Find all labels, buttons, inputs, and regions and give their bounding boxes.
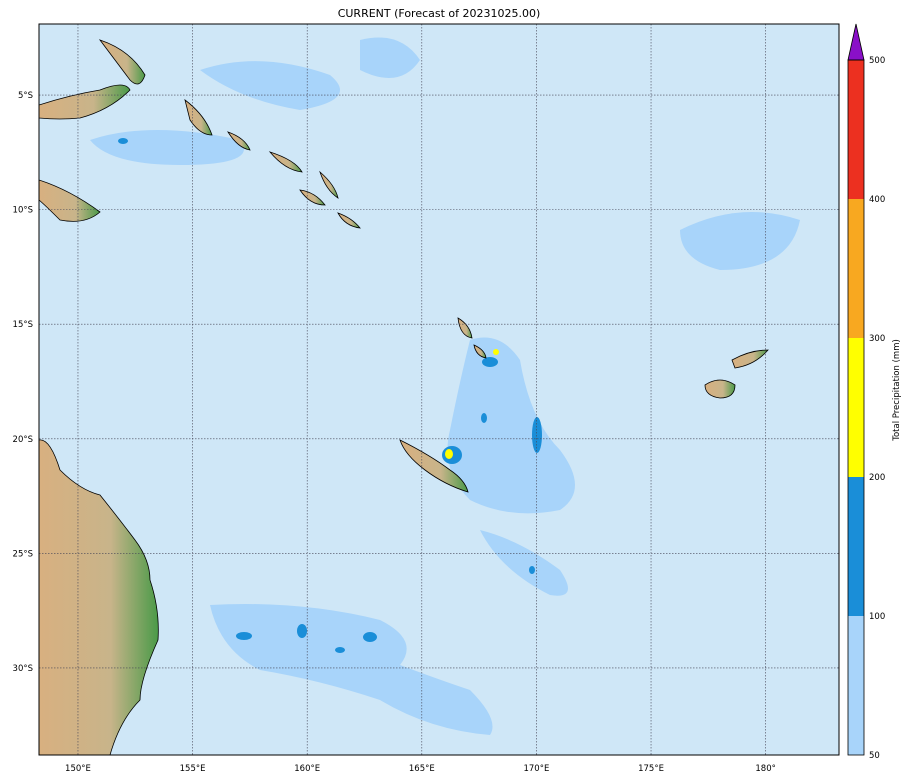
colorbar-tick-label: 200: [869, 473, 885, 483]
rain-area: [481, 413, 487, 423]
colorbar-label: Total Precipitation (mm): [892, 339, 902, 441]
rain-area: [363, 632, 377, 642]
rain-area: [297, 624, 307, 638]
x-tick-label: 160°E: [294, 764, 320, 774]
new-britain: [98, 39, 146, 85]
precip-200-300: [445, 349, 499, 459]
colorbar-extend-triangle: [847, 23, 865, 61]
rain-area: [493, 349, 499, 355]
rain-area: [680, 212, 800, 270]
colorbar-segment: [848, 199, 864, 338]
rain-area: [118, 138, 128, 144]
colorbar-tick-label: 300: [869, 334, 885, 344]
colorbar-segment: [848, 60, 864, 199]
colorbar-tick-label: 500: [869, 56, 885, 66]
rain-area: [360, 37, 420, 78]
vanuatu-island: [457, 317, 473, 339]
precip-100-200: [118, 138, 542, 653]
solomon-island: [227, 131, 251, 151]
rain-area: [236, 632, 252, 640]
colorbar-tick-label: 400: [869, 195, 885, 205]
solomon-island: [268, 151, 303, 173]
fiji-viti-levu: [704, 379, 736, 399]
solomon-island: [337, 212, 361, 229]
colorbar-segment: [848, 338, 864, 477]
colorbar-frame: [847, 59, 865, 756]
rain-area: [200, 61, 340, 110]
solomon-island: [299, 189, 326, 206]
y-tick-label: 25°S: [13, 549, 33, 559]
colorbar-tick-label: 100: [869, 612, 885, 622]
rain-area: [90, 130, 244, 165]
y-tick-label: 5°S: [18, 91, 33, 101]
rain-area: [445, 449, 453, 459]
vanuatu-island: [473, 344, 487, 359]
x-tick-label: 165°E: [409, 764, 435, 774]
x-tick-label: 155°E: [180, 764, 206, 774]
land: [39, 39, 769, 755]
y-tick-label: 10°S: [13, 206, 33, 216]
solomon-island: [319, 170, 339, 199]
colorbar-segment: [848, 477, 864, 616]
rain-area: [482, 357, 498, 367]
y-tick-label: 30°S: [13, 664, 33, 674]
map-title: CURRENT (Forecast of 20231025.00): [337, 7, 541, 20]
x-tick-label: 170°E: [523, 764, 549, 774]
precip-50-100: [90, 37, 800, 735]
rain-area: [532, 417, 542, 453]
colorbar-tick-label: 50: [869, 751, 880, 761]
y-tick-label: 20°S: [13, 435, 33, 445]
x-tick-label: 180°: [755, 764, 775, 774]
x-tick-label: 175°E: [638, 764, 664, 774]
y-tick-label: 15°S: [13, 320, 33, 330]
new-caledonia: [399, 439, 469, 493]
rain-area: [480, 530, 568, 596]
graticule: [39, 24, 839, 755]
map-frame: [38, 23, 840, 756]
x-tick-label: 150°E: [65, 764, 91, 774]
png-tail: [39, 179, 101, 222]
australia: [39, 439, 159, 755]
new-guinea: [39, 84, 131, 120]
bougainville: [184, 99, 213, 136]
rain-area: [335, 647, 345, 653]
colorbar-segment: [848, 616, 864, 755]
rain-area: [529, 566, 535, 574]
fiji-vanua-levu: [731, 349, 769, 369]
colorbar: 50 100 200 300 400 500: [847, 23, 885, 761]
rain-area: [447, 337, 575, 514]
